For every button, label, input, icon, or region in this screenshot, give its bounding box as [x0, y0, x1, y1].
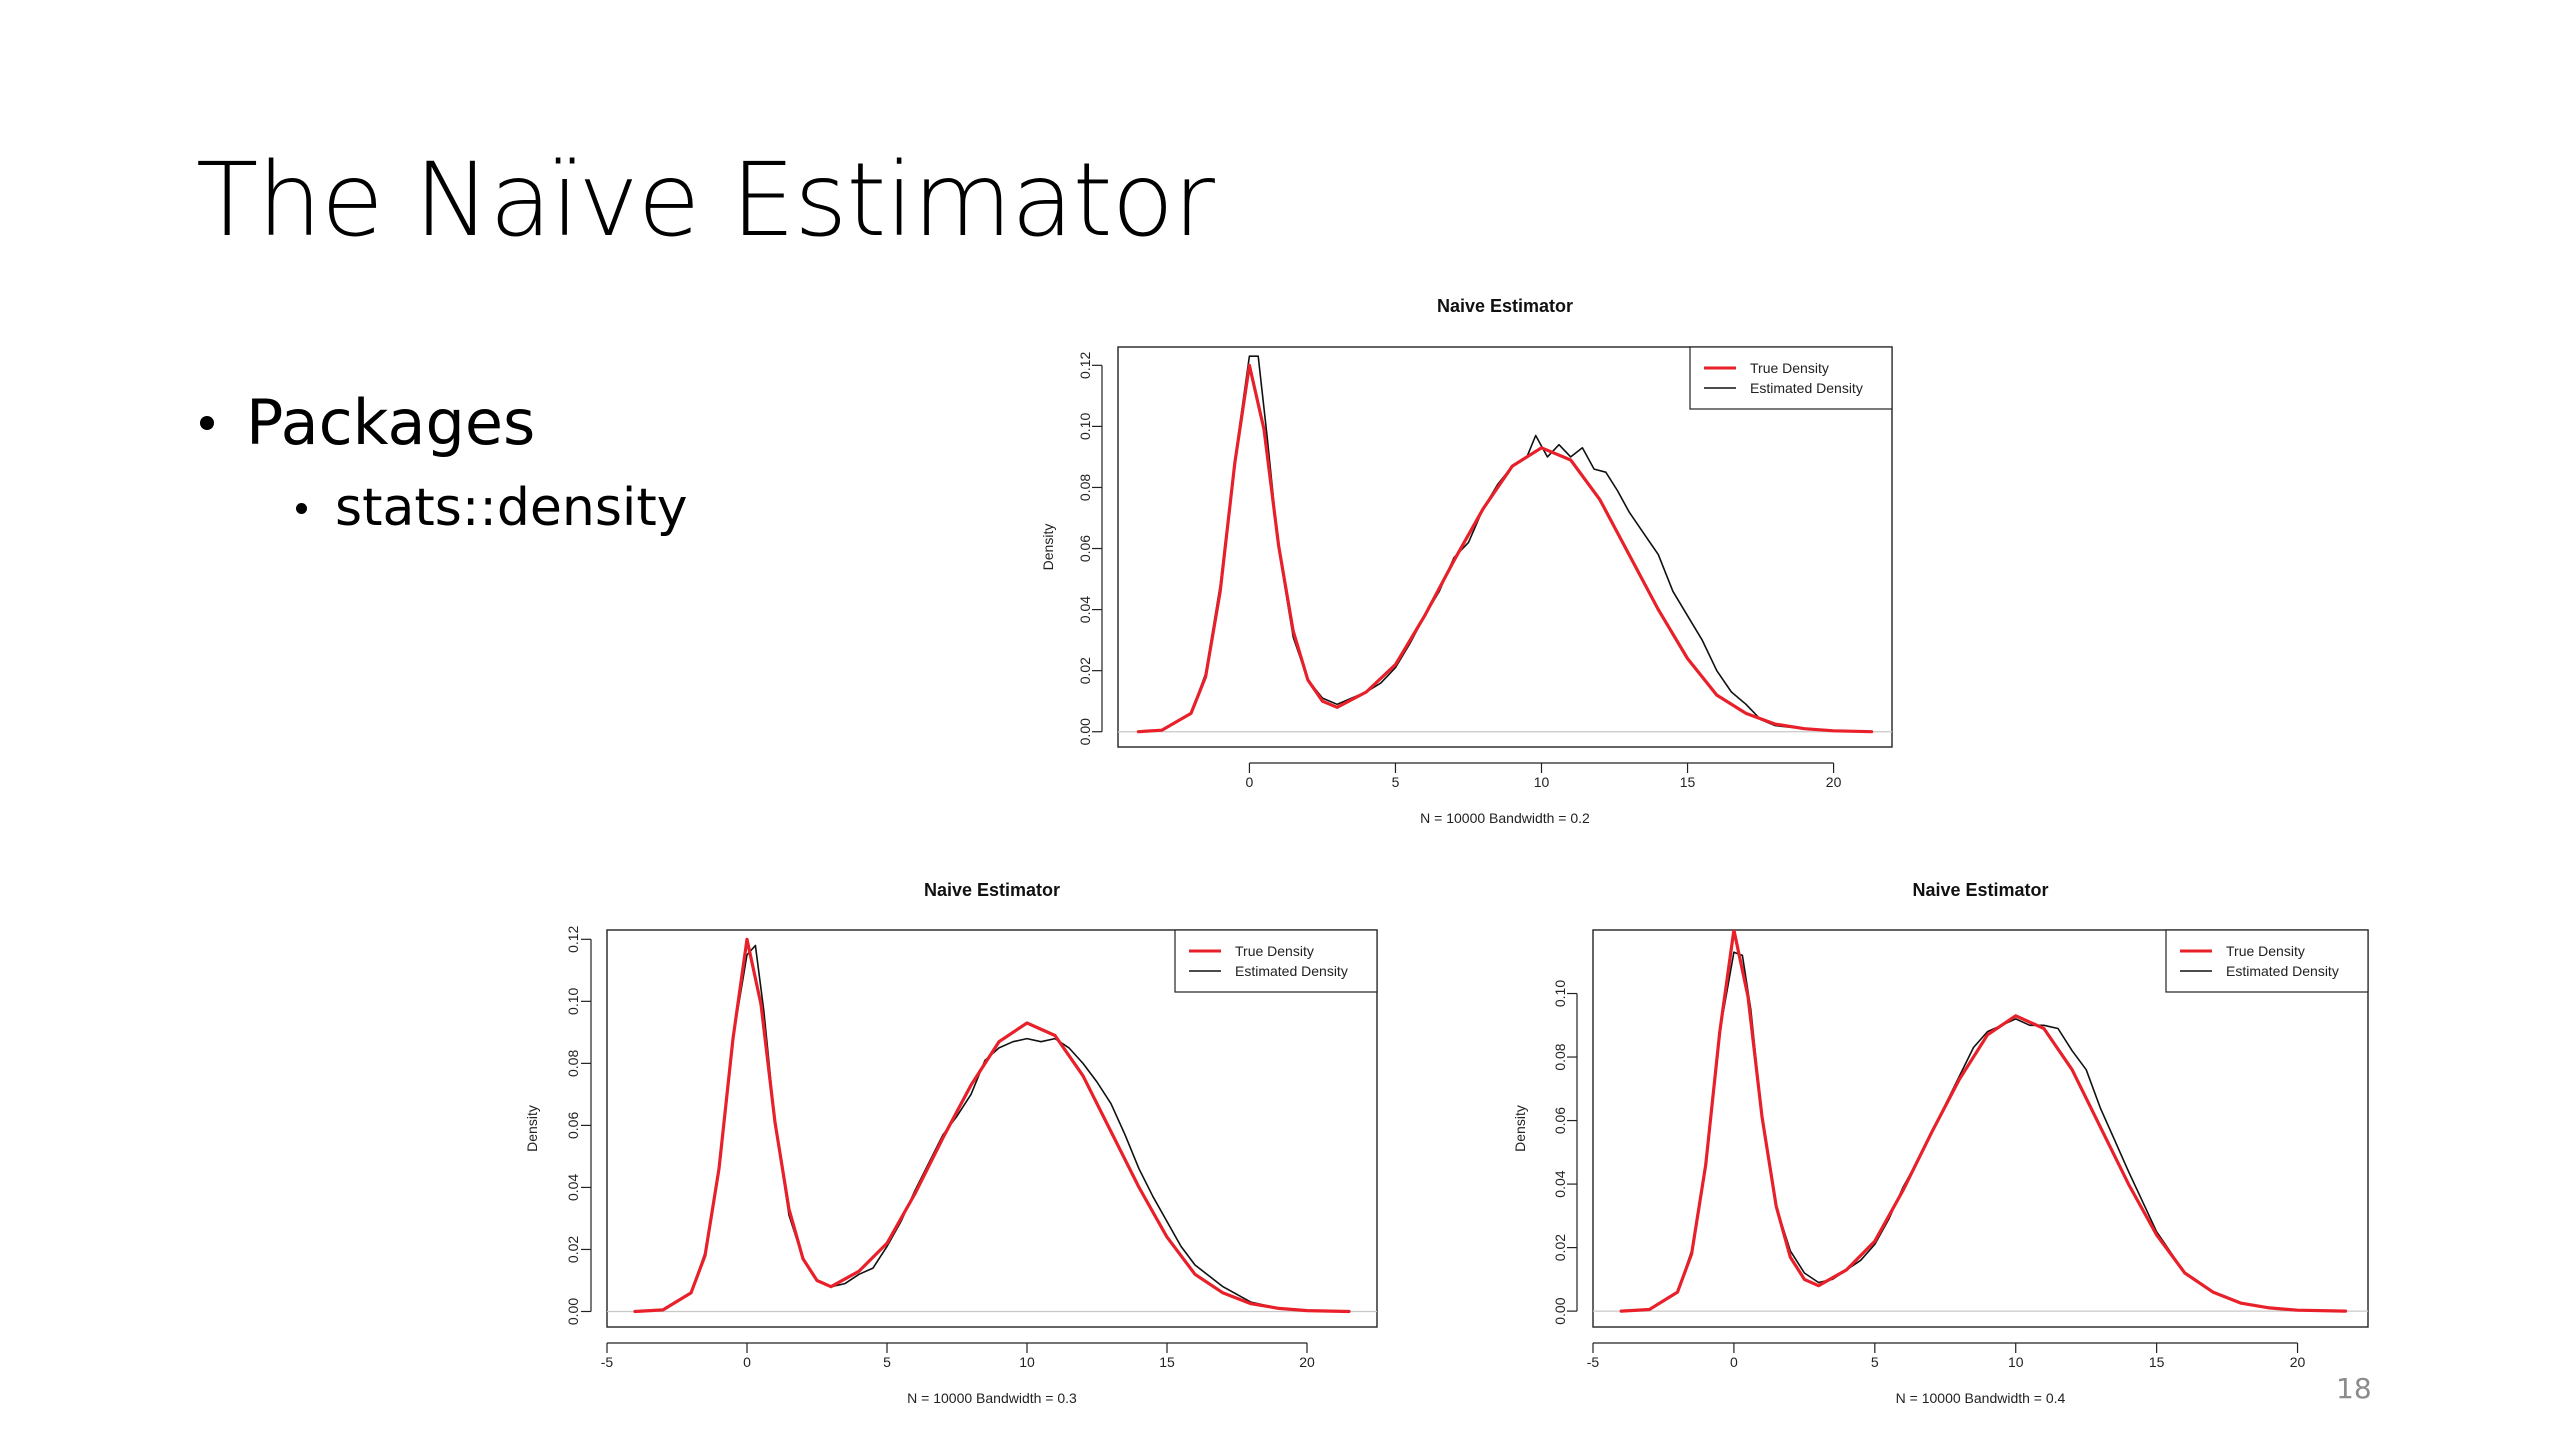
legend: True Density Estimated Density [1689, 346, 1893, 410]
chart-title: Naive Estimator [924, 880, 1060, 900]
legend: True Density Estimated Density [2165, 929, 2369, 993]
x-tick-label: 20 [1299, 1354, 1315, 1370]
x-tick-label: -5 [601, 1354, 614, 1370]
true-density-line [633, 937, 1351, 1314]
y-tick-label: 0.04 [1077, 596, 1093, 623]
x-axis-label: N = 10000 Bandwidth = 0.3 [907, 1390, 1077, 1406]
sub-bullet-item: stats::density [296, 482, 688, 534]
estimated-density-line [634, 944, 1350, 1313]
legend-label: Estimated Density [1235, 963, 1348, 979]
legend-box [2165, 929, 2369, 993]
y-tick-label: 0.00 [565, 1298, 581, 1325]
plot-frame [1592, 929, 2369, 1328]
y-tick-label: 0.08 [565, 1050, 581, 1077]
page-number: 18 [2336, 1372, 2372, 1405]
legend-box [1174, 929, 1378, 993]
x-tick-label: 20 [1826, 774, 1842, 790]
x-tick-label: 10 [1019, 1354, 1035, 1370]
bullet-list: Packages stats::density [200, 392, 688, 534]
sub-bullet-group: stats::density [200, 482, 688, 534]
legend-label: Estimated Density [1750, 380, 1863, 396]
bullet-item: Packages [200, 392, 688, 454]
plot-frame [1117, 346, 1893, 748]
y-tick-label: 0.06 [565, 1112, 581, 1139]
sub-bullet-label: stats::density [335, 478, 688, 538]
legend-label: True Density [2226, 943, 2305, 959]
legend-label: Estimated Density [2226, 963, 2339, 979]
x-tick-label: 5 [1392, 774, 1400, 790]
y-tick-label: 0.06 [1077, 535, 1093, 562]
y-axis-label: Density [524, 1105, 540, 1152]
y-tick-label: 0.08 [1077, 474, 1093, 501]
x-axis-label: N = 10000 Bandwidth = 0.2 [1420, 810, 1590, 826]
y-tick-label: 0.00 [1077, 718, 1093, 745]
true-density-line [1619, 930, 2348, 1313]
y-tick-label: 0.12 [565, 925, 581, 952]
sub-bullet-dot-icon [296, 502, 307, 514]
legend-box [1689, 346, 1893, 410]
y-tick-label: 0.10 [1077, 413, 1093, 440]
y-tick-label: 0.02 [565, 1236, 581, 1263]
y-tick-label: 0.10 [1552, 980, 1568, 1007]
y-tick-label: 0.12 [1077, 351, 1093, 378]
x-tick-label: 5 [883, 1354, 891, 1370]
x-tick-label: 0 [743, 1354, 751, 1370]
x-tick-label: -5 [1587, 1354, 1600, 1370]
x-tick-label: 0 [1730, 1354, 1738, 1370]
plot-frame [606, 929, 1378, 1328]
estimated-density-line [1138, 355, 1872, 733]
sub-bullet-list: stats::density [296, 482, 688, 534]
y-tick-label: 0.06 [1552, 1107, 1568, 1134]
x-tick-label: 20 [2290, 1354, 2306, 1370]
x-tick-label: 5 [1871, 1354, 1879, 1370]
x-axis-label: N = 10000 Bandwidth = 0.4 [1896, 1390, 2066, 1406]
legend-label: True Density [1235, 943, 1314, 959]
estimated-density-line [1621, 951, 2346, 1312]
bullet-dot-icon [200, 416, 214, 430]
x-tick-label: 0 [1246, 774, 1254, 790]
chart-title: Naive Estimator [1437, 296, 1573, 316]
true-density-line [1136, 363, 1874, 734]
y-tick-label: 0.00 [1552, 1297, 1568, 1324]
x-tick-label: 10 [1534, 774, 1550, 790]
y-tick-label: 0.10 [565, 987, 581, 1014]
legend-label: True Density [1750, 360, 1829, 376]
x-tick-label: 10 [2008, 1354, 2024, 1370]
chart-title: Naive Estimator [1912, 880, 2048, 900]
x-tick-label: 15 [1159, 1354, 1175, 1370]
y-axis-label: Density [1040, 524, 1056, 571]
y-tick-label: 0.08 [1552, 1043, 1568, 1070]
slide-title: The Naïve Estimator [196, 141, 1215, 260]
x-tick-label: 15 [2149, 1354, 2165, 1370]
legend: True Density Estimated Density [1174, 929, 1378, 993]
y-axis-label: Density [1512, 1105, 1528, 1152]
y-tick-label: 0.02 [1552, 1234, 1568, 1261]
y-tick-label: 0.04 [1552, 1170, 1568, 1197]
bullet-label: Packages [246, 386, 536, 459]
y-tick-label: 0.04 [565, 1174, 581, 1201]
x-tick-label: 15 [1680, 774, 1696, 790]
y-tick-label: 0.02 [1077, 657, 1093, 684]
